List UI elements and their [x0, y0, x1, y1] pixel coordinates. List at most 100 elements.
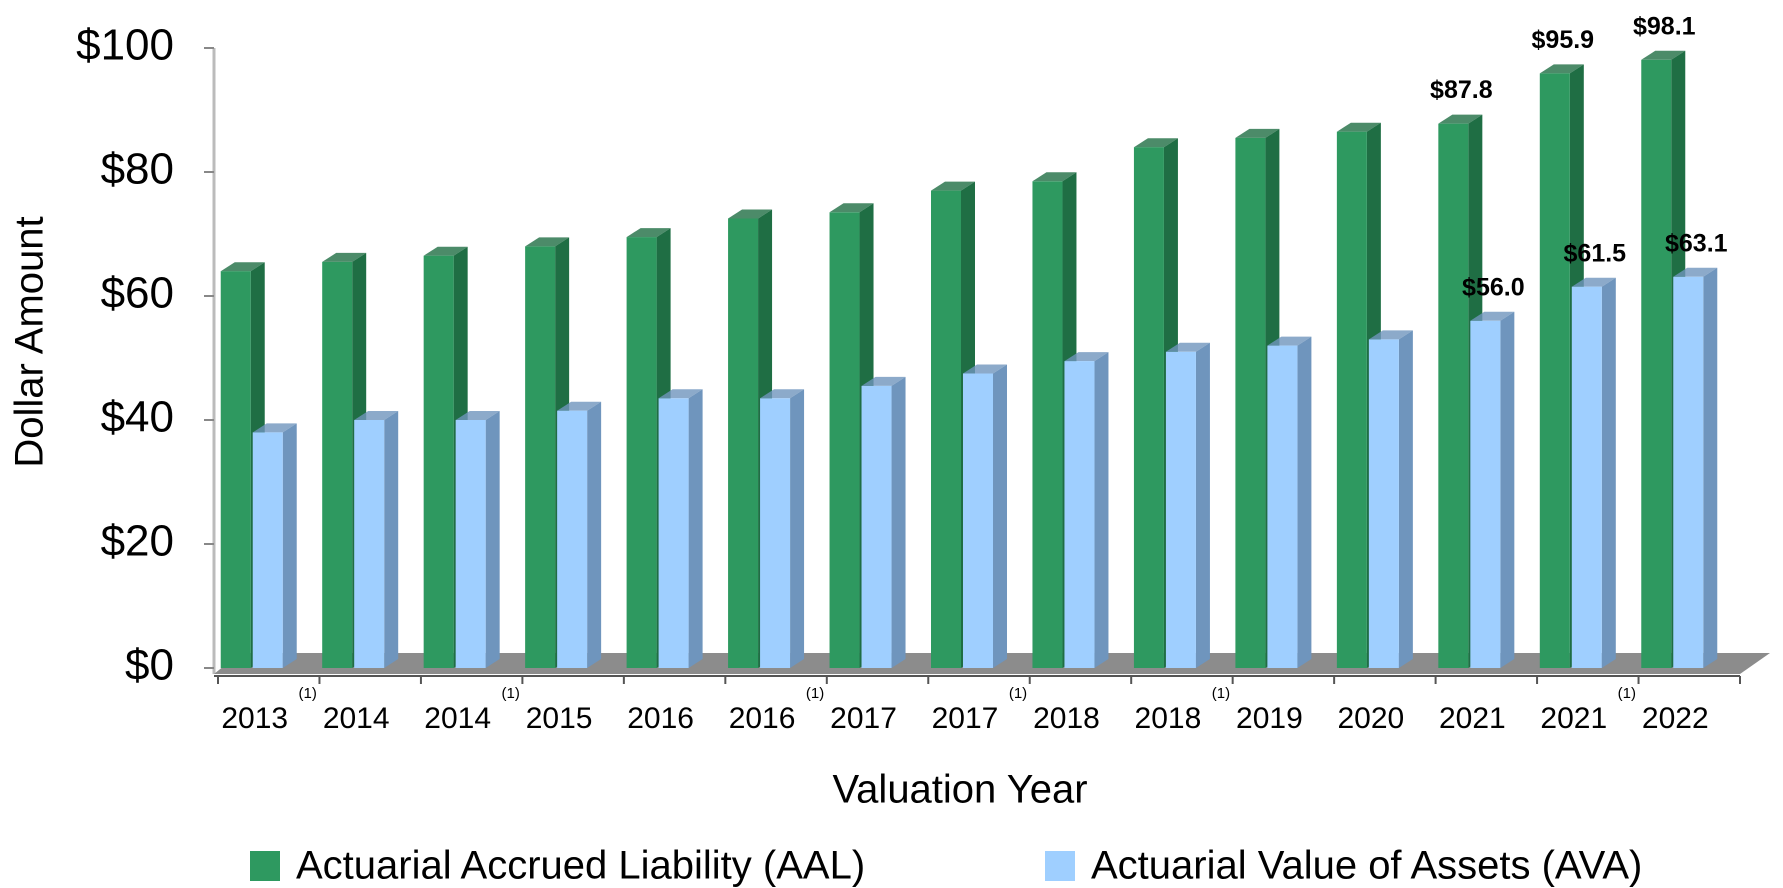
bar — [760, 398, 791, 668]
bar-side — [790, 389, 805, 668]
x-tick-label: 2016 — [627, 702, 694, 735]
bar-top — [220, 262, 265, 272]
y-tick-label: $100 — [76, 21, 174, 70]
bar-top — [354, 411, 399, 420]
x-tick-note: (1) — [1009, 685, 1027, 702]
bar-top — [252, 423, 297, 433]
y-axis-label: Dollar Amount — [8, 216, 52, 467]
value-label: $98.1 — [1633, 12, 1696, 40]
legend-label: Actuarial Accrued Liability (AAL) — [296, 844, 865, 888]
bar — [423, 255, 454, 668]
bar-top — [455, 411, 500, 420]
legend-swatch — [250, 851, 280, 881]
bar-side — [1601, 277, 1616, 668]
y-tick-label: $80 — [101, 145, 174, 194]
bar-side — [384, 411, 399, 668]
bar — [1165, 351, 1196, 668]
bar-side — [1094, 352, 1109, 668]
bar — [1539, 73, 1570, 669]
bar-side — [1398, 330, 1413, 668]
bar — [1470, 320, 1501, 668]
bar-top — [861, 376, 906, 386]
bar-top — [626, 228, 671, 238]
x-tick-label: 2014 — [323, 702, 390, 735]
bar — [354, 420, 385, 668]
bar — [455, 420, 486, 668]
bar-top — [525, 237, 570, 247]
bar — [322, 261, 353, 668]
bar-top — [1571, 277, 1616, 287]
bar — [829, 212, 860, 669]
bar — [557, 410, 588, 668]
y-tick-label: $0 — [125, 641, 174, 690]
x-tick-note: (1) — [299, 685, 317, 702]
x-tick-label: 2022 — [1642, 702, 1709, 735]
legend-swatch — [1045, 851, 1075, 881]
bar-top — [963, 364, 1007, 374]
bar-side — [688, 389, 703, 668]
bar — [861, 385, 892, 668]
bar-top — [322, 252, 367, 262]
bar-top — [931, 181, 975, 191]
bar — [626, 237, 657, 668]
x-tick-label: 2017 — [932, 702, 999, 735]
value-label: $61.5 — [1564, 239, 1627, 267]
y-tick-label: $40 — [101, 393, 174, 442]
bar — [1267, 345, 1298, 668]
bar — [963, 373, 993, 668]
bar-side — [485, 411, 500, 668]
bar-top — [1368, 330, 1413, 340]
bar — [525, 246, 556, 668]
x-tick-label: 2014 — [424, 702, 491, 735]
x-tick-label: 2015 — [526, 702, 593, 735]
bar-top — [1032, 172, 1077, 182]
x-tick-label: 2018 — [1033, 702, 1100, 735]
y-tick-label: $60 — [101, 269, 174, 318]
bar-side — [587, 401, 602, 668]
bar-top — [1235, 128, 1280, 138]
x-tick-label: 2017 — [830, 702, 897, 735]
bar-side — [1297, 336, 1312, 668]
x-tick-label: 2021 — [1540, 702, 1607, 735]
bar-top — [658, 389, 703, 399]
value-label: $63.1 — [1665, 229, 1728, 257]
x-tick-label: 2019 — [1236, 702, 1303, 735]
x-tick-label: 2013 — [221, 702, 288, 735]
bar — [1438, 123, 1469, 668]
bar-side — [1703, 267, 1718, 668]
bar-top — [1673, 267, 1718, 277]
bar-top — [760, 389, 805, 399]
y-tick-label: $20 — [101, 517, 174, 566]
bar-side — [891, 376, 906, 668]
x-tick-label: 2020 — [1337, 702, 1404, 735]
bar-top — [1165, 342, 1210, 352]
bar-top — [1470, 311, 1515, 321]
bar — [1368, 339, 1399, 668]
bar — [252, 432, 283, 668]
bar-top — [728, 209, 773, 219]
bar — [931, 190, 961, 668]
bar-top — [1064, 352, 1109, 362]
bar — [1133, 147, 1164, 668]
bar — [1336, 131, 1367, 668]
x-tick-label: 2016 — [729, 702, 796, 735]
value-label: $95.9 — [1532, 26, 1595, 54]
bar-side — [993, 364, 1007, 668]
x-tick-label: 2021 — [1439, 702, 1506, 735]
bar-top — [557, 401, 602, 411]
bar-top — [1267, 336, 1312, 346]
bar — [658, 398, 689, 668]
value-label: $87.8 — [1430, 76, 1493, 104]
bar-top — [1539, 64, 1584, 74]
bar-top — [829, 203, 874, 213]
bar — [1032, 181, 1063, 669]
legend-label: Actuarial Value of Assets (AVA) — [1091, 844, 1642, 888]
bar-side — [1195, 342, 1210, 668]
bar — [1571, 286, 1602, 668]
x-tick-label: 2018 — [1135, 702, 1202, 735]
bar-side — [1500, 311, 1515, 668]
x-tick-note: (1) — [806, 685, 824, 702]
bar-top — [1641, 50, 1686, 60]
bar-top — [423, 246, 468, 256]
bar — [1064, 361, 1095, 668]
